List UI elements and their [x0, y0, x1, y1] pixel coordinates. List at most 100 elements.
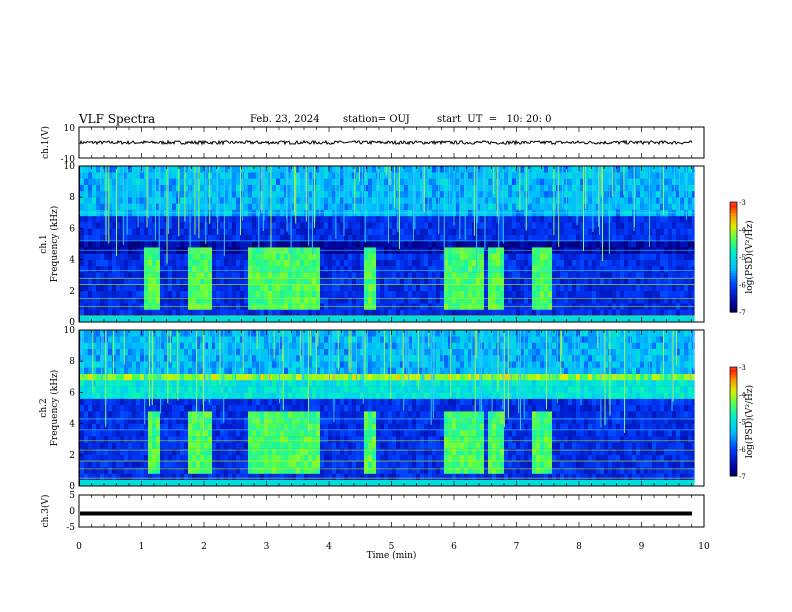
spectrogram-cell	[500, 222, 504, 229]
spectrogram-cell	[200, 448, 204, 456]
spectrogram-cell	[112, 240, 116, 248]
spectrogram-cell	[448, 253, 452, 260]
spectrogram-cell	[556, 259, 560, 267]
spectrogram-cell	[652, 178, 656, 185]
spectrogram-cell	[544, 178, 548, 185]
spectrogram-cell	[156, 423, 160, 431]
spectrogram-cell	[384, 222, 388, 229]
spectrogram-cell	[100, 454, 104, 462]
spectrogram-cell	[288, 253, 292, 260]
spectrogram-cell	[504, 184, 508, 192]
spectrogram-cell	[260, 253, 264, 260]
spectrogram-cell	[620, 178, 624, 185]
spectrogram-cell	[476, 315, 480, 323]
spectrogram-cell	[664, 166, 668, 173]
spectrogram-cell	[408, 284, 412, 292]
spectrogram-cell	[260, 240, 264, 248]
spectrogram-cell	[500, 259, 504, 267]
spectrogram-cell	[164, 272, 168, 279]
spectrogram-cell	[596, 278, 600, 285]
spectrogram-cell	[116, 404, 120, 412]
spectrogram-cell	[128, 417, 132, 424]
spectrogram-cell	[196, 315, 200, 323]
spectrogram-cell	[144, 467, 148, 474]
spectrogram-cell	[416, 184, 420, 192]
spectrogram-cell	[520, 290, 524, 298]
spectrogram-cell	[452, 228, 456, 235]
spectrogram-cell	[392, 265, 396, 273]
spectrogram-cell	[260, 284, 264, 292]
spectrogram-cell	[128, 454, 132, 462]
spectrogram-cell	[516, 253, 520, 260]
spectrogram-cell	[240, 278, 244, 285]
spectrogram-cell	[116, 172, 120, 179]
spectrogram-cell	[376, 315, 380, 323]
spectrogram-cell	[144, 215, 148, 223]
spectrogram-cell	[256, 234, 260, 242]
spectrogram-cell	[196, 429, 200, 437]
spectrogram-cell	[164, 278, 168, 285]
spectrogram-cell	[480, 228, 484, 235]
spectrogram-cell	[148, 265, 152, 273]
spectrogram-cell	[164, 172, 168, 179]
spectrogram-cell	[412, 166, 416, 173]
spectrogram-cell	[424, 228, 428, 235]
spectrogram-cell	[612, 203, 616, 210]
spectrogram-cell	[620, 172, 624, 179]
spectrogram-cell	[676, 184, 680, 192]
spectrogram-cell	[200, 429, 204, 437]
spectrogram-cell	[92, 411, 96, 418]
spectrogram-cell	[264, 278, 268, 285]
spectrogram-cell	[168, 215, 172, 223]
spectrogram-cell	[524, 309, 528, 316]
freq-tick-label: 8	[69, 193, 75, 203]
spectrogram-cell	[368, 297, 372, 304]
spectrogram-cell	[228, 309, 232, 316]
spectrogram-cell	[648, 203, 652, 210]
spectrogram-cell	[84, 479, 88, 487]
spectrogram-cell	[196, 386, 200, 393]
spectrogram-cell	[616, 272, 620, 279]
spectrogram-cell	[668, 259, 672, 267]
spectrogram-cell	[316, 265, 320, 273]
spectrogram-cell	[608, 278, 612, 285]
spectrogram-cell	[588, 234, 592, 242]
spectrogram-cell	[532, 297, 536, 304]
spectrogram-cell	[172, 473, 176, 480]
spectrogram-cell	[516, 278, 520, 285]
spectrogram-cell	[316, 297, 320, 304]
spectrogram-cell	[440, 265, 444, 273]
spectrogram-cell	[664, 259, 668, 267]
spectrogram-cell	[232, 284, 236, 292]
spectrogram-cell	[668, 284, 672, 292]
spectrogram-cell	[172, 386, 176, 393]
spectrogram-cell	[144, 191, 148, 198]
spectrogram-cell	[296, 297, 300, 304]
spectrogram-cell	[196, 278, 200, 285]
spectrogram-cell	[560, 309, 564, 316]
spectrogram-cell	[124, 429, 128, 437]
spectrogram-cell	[164, 290, 168, 298]
spectrogram-cell	[528, 234, 532, 242]
spectrogram-cell	[476, 253, 480, 260]
spectrogram-cell	[496, 272, 500, 279]
spectrogram-cell	[544, 234, 548, 242]
spectrogram-cell	[96, 436, 100, 443]
spectrogram-cell	[596, 184, 600, 192]
spectrogram-cell	[132, 197, 136, 204]
spectrogram-cell	[488, 309, 492, 316]
spectrogram-cell	[196, 178, 200, 185]
spectrogram-cell	[204, 309, 208, 316]
spectrogram-cell	[692, 184, 696, 192]
spectrogram-cell	[116, 417, 120, 424]
spectrogram-cell	[184, 392, 188, 399]
spectrogram-cell	[288, 234, 292, 242]
spectrogram-cell	[156, 392, 160, 399]
spectrogram-cell	[248, 203, 252, 210]
spectrogram-cell	[596, 290, 600, 298]
spectrogram-cell	[120, 398, 124, 406]
spectrogram-cell	[392, 215, 396, 223]
spectrogram-cell	[144, 330, 148, 337]
spectrogram-cell	[320, 222, 324, 229]
spectrogram-cell	[384, 315, 388, 323]
